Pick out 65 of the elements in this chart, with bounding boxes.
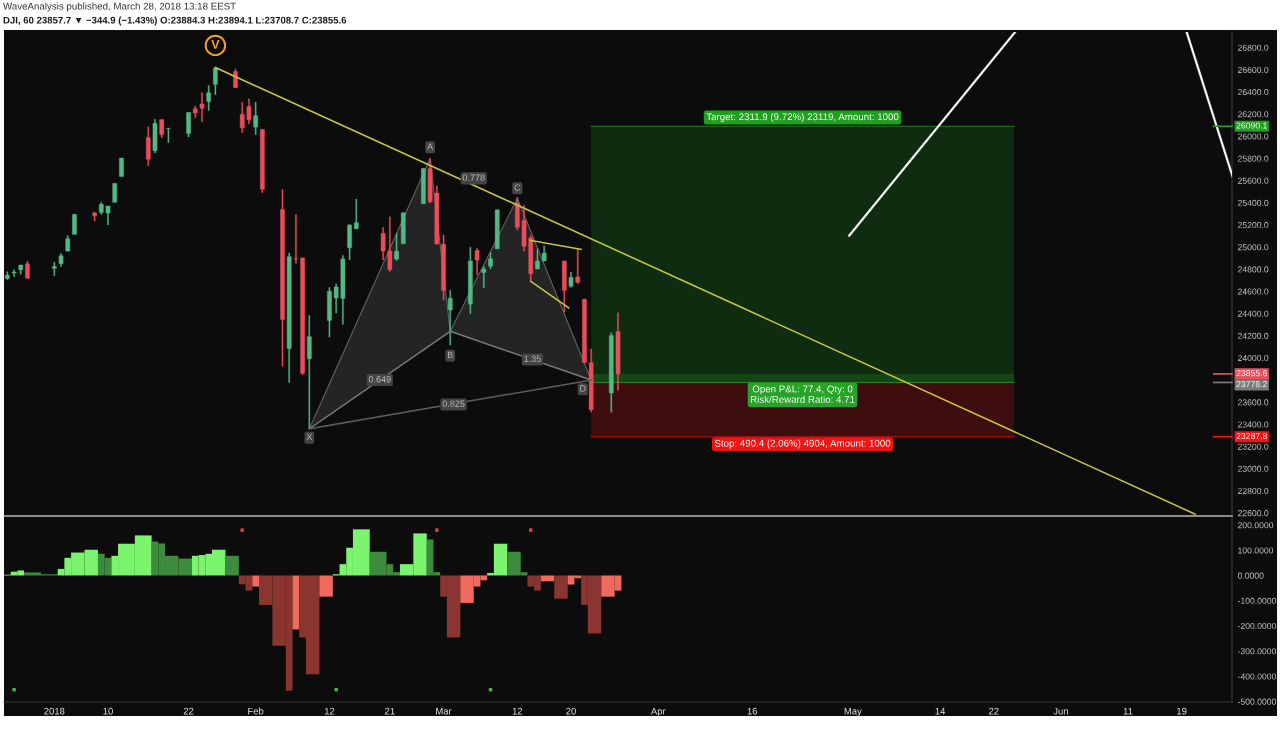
y-tick-label: 24200.0 <box>1237 332 1269 339</box>
y-tick-label: 24400.0 <box>1237 310 1269 317</box>
y-tick-label: 26000.0 <box>1237 133 1269 140</box>
chart-title: WaveAnalysis published, March 28, 2018 13:18 EEST <box>3 2 236 12</box>
y-tick-label: 26800.0 <box>1237 44 1269 51</box>
series-label: Stop: 490.4 (2.06%) 4904, Amount: 1000 <box>714 439 891 449</box>
x-tick-label: 2018 <box>44 707 65 715</box>
annotation: B <box>447 351 453 358</box>
annotation: 0.778 <box>462 174 485 181</box>
x-tick-label: 22 <box>183 707 194 715</box>
chart-subtitle: DJI, 60 23857.7 ▼ −344.9 (−1.43%) O:23884.3 H:23894.1 L:23708.7 C:23855.6 <box>3 16 347 26</box>
x-tick-label: 21 <box>385 707 395 715</box>
annotation: X <box>306 433 313 440</box>
series-label: Open P&L: 77.4, Qty: 0 Risk/Reward Ratio: 4.71 <box>750 385 855 403</box>
annotation: 0.649 <box>368 376 391 383</box>
y-tick-label: 24800.0 <box>1237 266 1269 273</box>
annotation: C <box>514 184 521 191</box>
y-tick-label: 25600.0 <box>1237 177 1269 184</box>
y-tick-label: 23200.0 <box>1237 443 1269 450</box>
y-tick-label: 100.0000 <box>1238 547 1274 554</box>
x-tick-label: May <box>844 707 862 717</box>
x-tick-label: 14 <box>935 707 946 715</box>
y-tick-label: 23400.0 <box>1237 421 1269 428</box>
y-tick-label: -300.0000 <box>1237 648 1276 655</box>
y-tick-label: -100.0000 <box>1237 597 1276 604</box>
y-tick-label: -400.0000 <box>1237 673 1276 680</box>
series-label: V <box>211 40 220 49</box>
y-tick-label: 23000.0 <box>1237 465 1269 472</box>
y-tick-label: 25000.0 <box>1237 244 1269 251</box>
x-tick-label: 22 <box>989 707 999 715</box>
y-tick-label: 24000.0 <box>1237 354 1269 362</box>
x-tick-label: 10 <box>103 707 113 715</box>
y-tick-label: 26200.0 <box>1237 111 1269 118</box>
y-tick-label: 26600.0 <box>1237 66 1269 73</box>
y-tick-label: 25800.0 <box>1237 155 1269 162</box>
x-tick-label: Apr <box>650 707 666 717</box>
x-tick-label: Jun <box>1053 707 1068 715</box>
y-tick-label: -500.0000 <box>1237 698 1276 705</box>
annotation: D <box>580 385 586 392</box>
y-tick-label: 200.0000 <box>1237 522 1274 529</box>
x-tick-label: 20 <box>566 707 576 715</box>
y-tick-label: 22800.0 <box>1237 487 1269 495</box>
x-tick-label: Feb <box>248 707 264 715</box>
x-tick-label: 12 <box>324 707 335 715</box>
y-tick-label: 25200.0 <box>1237 222 1269 229</box>
ref-line-label: 26090.1 <box>1236 122 1267 129</box>
y-tick-label: 23600.0 <box>1237 399 1269 406</box>
x-tick-label: Mar <box>436 707 452 715</box>
ref-line-label: 23287.8 <box>1236 433 1267 440</box>
y-tick-label: 22600.0 <box>1237 510 1269 517</box>
x-tick-label: 11 <box>1123 707 1133 715</box>
annotation: A <box>427 143 434 150</box>
y-tick-label: 24600.0 <box>1237 288 1269 295</box>
x-tick-label: 12 <box>512 707 523 715</box>
y-tick-label: -200.0000 <box>1237 622 1276 630</box>
annotation: 0.825 <box>442 400 465 407</box>
ref-line-label: 23778.2 <box>1236 381 1267 388</box>
series-label: Target: 2311.9 (9.72%) 23119, Amount: 1000 <box>706 113 899 123</box>
ref-line-label: 23855.6 <box>1236 370 1267 377</box>
y-tick-label: 0.0000 <box>1237 572 1264 579</box>
x-tick-label: 16 <box>747 707 758 715</box>
annotation: 1.35 <box>524 355 541 362</box>
y-tick-label: 26400.0 <box>1237 89 1269 96</box>
x-tick-label: 19 <box>1177 707 1187 715</box>
y-tick-label: 25400.0 <box>1237 199 1269 206</box>
